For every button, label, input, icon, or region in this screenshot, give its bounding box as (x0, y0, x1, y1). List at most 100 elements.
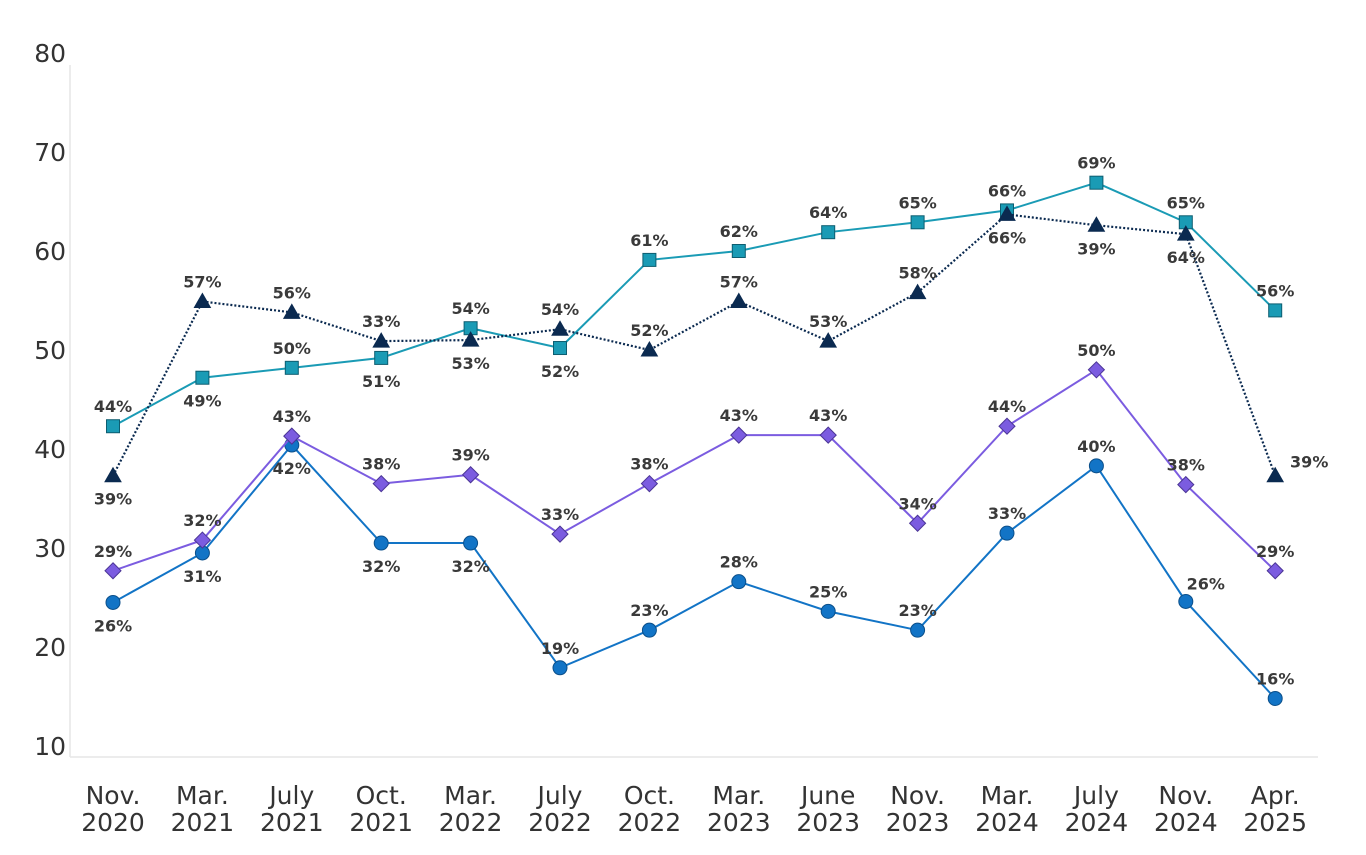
x-tick-label-line: Oct. (624, 781, 675, 810)
square-data-label: 56% (1256, 281, 1294, 300)
circle-data-label: 19% (541, 639, 579, 658)
square-marker (195, 370, 210, 385)
x-tick-label: Mar. 2024 (975, 781, 1039, 837)
diamond-data-label: 38% (1167, 456, 1205, 475)
y-tick-label: 30 (34, 534, 66, 563)
diamond-marker (1087, 361, 1106, 379)
square-data-label: 44% (94, 397, 132, 416)
circle-series-line (112, 443, 1276, 700)
x-tick-label: July 2024 (1065, 781, 1129, 837)
square-data-label: 69% (1077, 154, 1115, 173)
circle-data-label: 32% (362, 557, 400, 576)
x-tick-label: Mar. 2021 (171, 781, 235, 837)
x-tick-label: Mar. 2022 (439, 781, 503, 837)
triangle-marker (551, 320, 569, 336)
diamond-marker (1266, 562, 1284, 580)
circle-data-label: 28% (720, 553, 758, 572)
diamond-marker (998, 417, 1016, 435)
diamond-marker (1177, 475, 1195, 494)
circle-data-label: 40% (1077, 437, 1115, 456)
circle-data-label: 23% (630, 601, 668, 620)
x-tick-label-line: 2021 (260, 808, 324, 837)
x-tick-label-line: 2024 (975, 808, 1039, 837)
square-data-label: 64% (809, 203, 847, 222)
x-tick-label: July 2022 (528, 781, 592, 837)
diamond-data-label: 43% (809, 406, 847, 425)
x-tick-label-line: Mar. (712, 781, 765, 810)
diamond-data-label: 39% (451, 446, 489, 465)
x-tick-label: Apr. 2025 (1243, 781, 1307, 837)
square-series-line (112, 181, 1276, 428)
triangle-marker (729, 292, 748, 308)
x-tick-label-line: 2020 (81, 808, 145, 837)
x-tick-label-line: 2022 (439, 808, 503, 837)
diamond-marker (819, 426, 837, 444)
x-tick-label-line: 2023 (707, 808, 771, 837)
triangle-data-label: 66% (988, 228, 1026, 247)
x-tick-label-line: Mar. (444, 781, 497, 810)
x-tick-label: Nov. 2023 (886, 781, 950, 837)
square-data-label: 62% (720, 222, 758, 241)
square-marker (910, 215, 925, 230)
square-marker (106, 419, 120, 434)
square-data-label: 61% (630, 231, 668, 250)
diamond-data-label: 38% (362, 455, 400, 474)
y-tick-label: 10 (34, 732, 66, 761)
diamond-data-label: 43% (720, 406, 758, 425)
x-tick-label-line: 2025 (1243, 808, 1307, 837)
diamond-marker (730, 426, 748, 444)
circle-marker (463, 535, 479, 551)
diamond-series-line (112, 368, 1276, 572)
diamond-marker (908, 514, 927, 532)
circle-data-label: 32% (451, 557, 489, 576)
x-tick-label-line: Mar. (176, 781, 229, 810)
triangle-marker (908, 283, 927, 300)
diamond-marker (551, 525, 569, 543)
diamond-marker (372, 474, 390, 493)
diamond-marker (283, 427, 301, 445)
square-data-label: 50% (273, 339, 311, 358)
square-data-label: 65% (898, 193, 936, 212)
triangle-marker (1266, 466, 1285, 483)
diamond-data-label: 29% (94, 542, 132, 561)
x-tick-label-line: Mar. (981, 781, 1034, 810)
triangle-data-label: 33% (362, 312, 400, 331)
triangle-data-label: 56% (273, 283, 311, 302)
y-tick-label: 50 (34, 336, 66, 365)
triangle-marker (193, 292, 212, 308)
square-marker (821, 225, 836, 240)
square-data-label: 54% (451, 299, 489, 318)
triangle-marker (1176, 225, 1195, 241)
square-marker (1089, 175, 1104, 190)
square-data-label: 66% (988, 181, 1026, 200)
circle-marker (373, 535, 389, 551)
x-tick-label-line: July (536, 781, 583, 810)
diamond-data-label: 50% (1077, 341, 1115, 360)
square-marker (731, 244, 746, 258)
circle-marker (552, 660, 568, 676)
circle-data-label: 31% (183, 567, 221, 586)
x-tick-label-line: July (1072, 781, 1119, 810)
square-marker (374, 350, 389, 365)
x-tick-label-line: Apr. (1251, 781, 1300, 810)
triangle-data-label: 53% (451, 354, 489, 373)
triangle-marker (998, 205, 1016, 221)
square-data-label: 65% (1167, 193, 1205, 212)
diamond-marker (193, 531, 212, 549)
circle-data-label: 23% (898, 601, 936, 620)
x-tick-label: Mar. 2023 (707, 781, 771, 837)
square-marker (553, 341, 567, 356)
y-tick-label: 20 (34, 633, 66, 662)
x-tick-label: July 2021 (260, 781, 324, 837)
square-data-label: 51% (362, 372, 400, 391)
triangle-data-label: 53% (809, 312, 847, 331)
x-tick-label-line: 2021 (171, 808, 235, 837)
triangle-series-line (112, 213, 1277, 477)
circle-marker (1178, 593, 1194, 609)
x-tick-label: June 2023 (796, 781, 860, 837)
x-tick-label-line: 2023 (886, 808, 950, 837)
x-tick-label: Nov. 2024 (1154, 781, 1218, 837)
square-data-label: 49% (183, 392, 221, 411)
diamond-data-label: 44% (988, 397, 1026, 416)
